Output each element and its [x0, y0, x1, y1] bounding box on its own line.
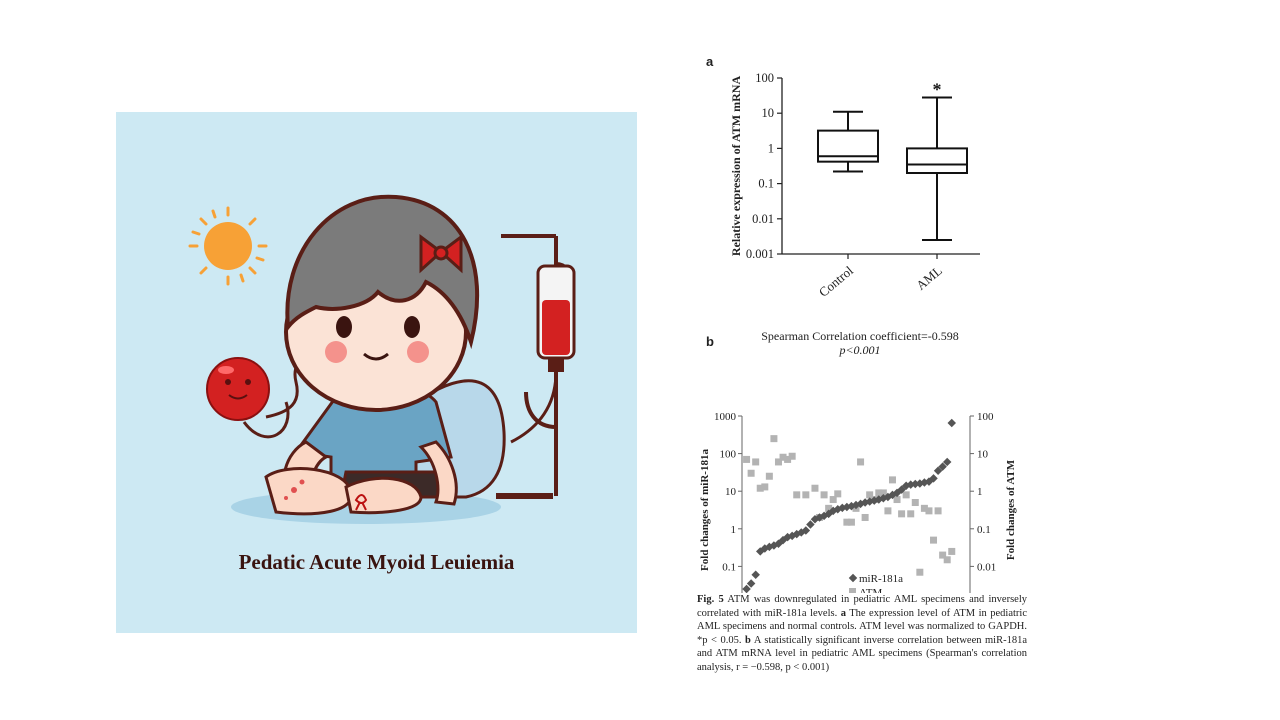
mir181a-point	[929, 474, 938, 483]
y-tick-label: 0.01	[752, 212, 774, 226]
atm-point	[820, 491, 828, 499]
y-left-tick-label: 10	[725, 486, 737, 498]
atm-point	[943, 556, 951, 564]
mir181a-point	[938, 462, 947, 471]
atm-point	[911, 499, 919, 507]
y-tick-label: 100	[755, 71, 774, 85]
atm-point	[747, 469, 755, 477]
atm-point	[861, 513, 869, 521]
atm-point	[756, 484, 764, 492]
chart-subtitle: p<0.001	[838, 343, 880, 357]
y-right-tick-label: 10	[977, 449, 989, 461]
y-left-axis-label: Fold changes of miR-181a	[699, 449, 711, 571]
atm-point	[925, 507, 933, 515]
atm-point	[743, 455, 751, 463]
caption-text-1: ATM was downregulated in pediatric AML s…	[697, 594, 1027, 619]
y-tick-label: 10	[762, 106, 775, 120]
atm-point	[888, 476, 896, 484]
y-tick-label: 0.001	[746, 247, 774, 261]
atm-point	[866, 491, 874, 499]
legend-mir181a-marker	[848, 573, 858, 583]
atm-point	[843, 518, 851, 526]
x-tick-label: Control	[816, 263, 856, 300]
box	[906, 147, 968, 175]
panel-a-label: a	[706, 54, 714, 69]
atm-point	[939, 551, 947, 559]
atm-point	[893, 496, 901, 504]
mir181a-point	[801, 526, 811, 535]
y-tick-label: 1	[768, 141, 774, 155]
atm-point	[930, 536, 938, 544]
atm-point	[829, 496, 837, 504]
atm-point	[788, 452, 796, 460]
atm-point	[779, 453, 787, 461]
child-iv-illustration: Pedatic Acute Myoid Leuiemia	[188, 194, 576, 574]
atm-point	[875, 489, 883, 497]
figure-caption: Fig. 5 ATM was downregulated in pediatri…	[697, 593, 1027, 674]
y-left-tick-label: 1	[731, 524, 737, 536]
atm-point	[907, 510, 915, 518]
y-tick-label: 0.1	[758, 177, 774, 191]
caption-a-label: a	[840, 607, 846, 619]
atm-point	[834, 490, 842, 498]
atm-point	[752, 458, 760, 466]
y-right-tick-label: 100	[977, 411, 994, 423]
figure: a 0.001 0.01 0.1 1 10 100 Control AML * Relative …	[690, 50, 1040, 700]
y-right-tick-label: 0.1	[977, 524, 991, 536]
atm-point	[934, 507, 942, 515]
sun-icon	[188, 206, 268, 286]
legend-atm-label: ATM	[859, 587, 882, 593]
child-figure	[264, 194, 480, 516]
caption-text-3: A statistically significant inverse corr…	[697, 634, 1028, 673]
atm-point	[902, 491, 910, 499]
atm-point	[784, 455, 792, 463]
atm-point	[847, 518, 855, 526]
illustration-caption: Pedatic Acute Myoid Leuiemia	[239, 550, 515, 574]
atm-point	[879, 489, 887, 497]
illustration-panel: Pedatic Acute Myoid Leuiemia	[116, 112, 637, 633]
legend-mir181a-label: miR-181a	[859, 573, 903, 585]
mir181a-point	[806, 520, 815, 529]
box-plot-panel-a: 0.001 0.01 0.1 1 10 100 Control AML * Relative ex…	[729, 71, 980, 300]
mir181a-point	[897, 485, 906, 494]
legend-atm-marker	[849, 588, 856, 593]
y-right-tick-label: 1	[977, 486, 983, 498]
atm-point	[948, 547, 956, 555]
y-right-axis-label: Fold changes of ATM	[1005, 459, 1017, 560]
atm-point	[857, 458, 865, 466]
atm-point	[811, 484, 819, 492]
y-left-tick-label: 100	[720, 449, 737, 461]
blood-bag-icon	[510, 264, 576, 444]
atm-point	[770, 435, 778, 443]
panel-b-label: b	[706, 334, 714, 349]
mir181a-point	[933, 466, 943, 475]
significance-asterisk: *	[933, 79, 942, 99]
hair-bow-icon	[419, 234, 463, 274]
atm-point	[761, 483, 769, 491]
caption-b-label: b	[745, 634, 751, 646]
y-right-tick-label: 0.01	[977, 561, 996, 573]
fig-label: Fig. 5	[697, 594, 724, 605]
atm-point	[765, 472, 773, 480]
mir181a-point	[751, 570, 760, 579]
y-left-tick-label: 1000	[714, 411, 737, 423]
atm-point	[774, 458, 782, 466]
y-left-tick-label: 0.1	[722, 561, 736, 573]
x-tick-label: AML	[913, 263, 945, 293]
chart-title: Spearman Correlation coefficient=-0.598	[761, 329, 958, 343]
mir181a-point	[947, 418, 957, 428]
atm-point	[920, 504, 928, 512]
atm-point	[825, 504, 833, 512]
atm-point	[898, 510, 906, 518]
scatter-plot-panel-b: Spearman Correlation coefficient=-0.598p…	[699, 329, 1017, 593]
caption-text-2: The expression level of ATM in pediatric…	[697, 607, 1027, 646]
atm-point	[916, 568, 924, 576]
atm-point	[884, 507, 892, 515]
y-axis-label: Relative expression of ATM mRNA	[729, 76, 743, 257]
blood-cell-icon	[206, 356, 318, 439]
atm-point	[802, 491, 810, 499]
atm-point	[793, 491, 801, 499]
